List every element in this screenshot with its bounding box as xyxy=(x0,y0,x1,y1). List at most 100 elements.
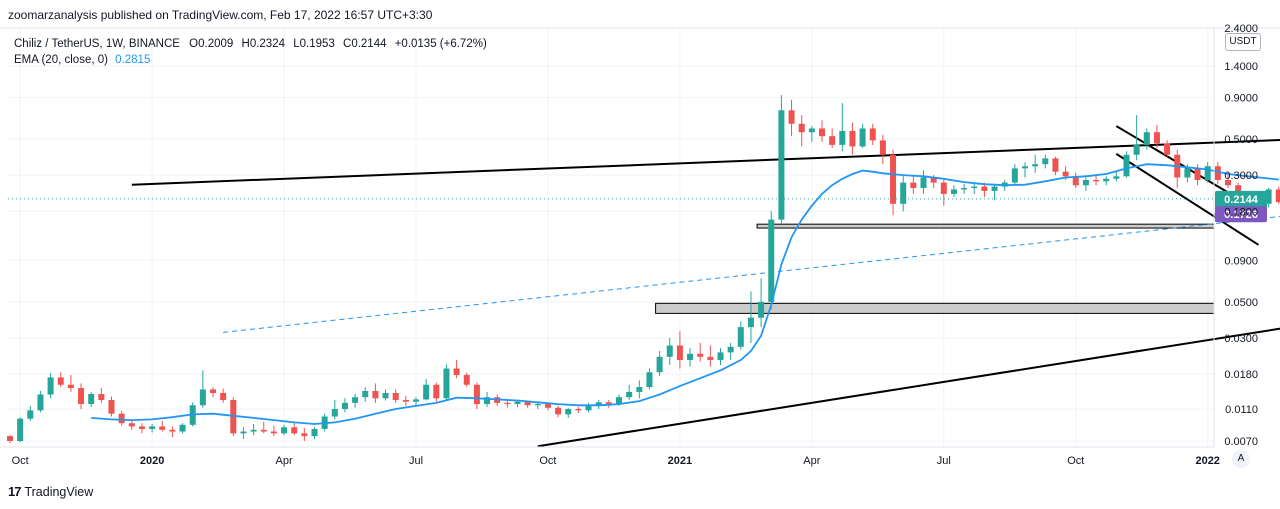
candle-body xyxy=(159,426,166,430)
candle-body xyxy=(555,407,562,415)
candle-down xyxy=(118,410,125,426)
candle-down xyxy=(78,383,85,410)
y-tick-label: 0.0110 xyxy=(1225,404,1258,416)
candle-body xyxy=(484,397,491,405)
candle-body xyxy=(829,136,836,145)
candle-up xyxy=(920,170,927,194)
candle-body xyxy=(940,182,947,194)
candle-down xyxy=(128,420,135,430)
candle-body xyxy=(676,345,683,360)
x-tick-label: Jul xyxy=(409,455,423,467)
auto-scale-button[interactable]: A xyxy=(1232,450,1250,468)
candle-body xyxy=(920,177,927,189)
y-tick-label: 0.3000 xyxy=(1224,170,1258,182)
candle-up xyxy=(808,126,815,142)
candle-body xyxy=(220,392,227,400)
tradingview-footer[interactable]: 17 TradingView xyxy=(8,484,93,499)
candle-down xyxy=(1275,186,1280,204)
candle-down xyxy=(453,359,460,379)
candle-body xyxy=(382,392,389,399)
candle-down xyxy=(392,389,399,403)
candle-body xyxy=(1133,144,1140,155)
candle-body xyxy=(463,374,470,385)
candle-body xyxy=(605,402,612,405)
ema-20-line xyxy=(91,163,1279,425)
candle-body xyxy=(1072,176,1079,186)
candle-down xyxy=(869,123,876,145)
y-tick-label: 0.0900 xyxy=(1224,255,1258,267)
candle-up xyxy=(778,95,785,225)
candle-up xyxy=(626,384,633,400)
candle-body xyxy=(616,397,622,405)
candle-body xyxy=(869,128,876,141)
candle-body xyxy=(788,110,795,124)
candle-up xyxy=(758,278,765,328)
candle-up xyxy=(362,387,369,402)
candle-body xyxy=(423,384,430,400)
candle-down xyxy=(210,387,216,398)
candle-down xyxy=(473,382,480,410)
candle-body xyxy=(17,418,24,441)
candle-down xyxy=(372,383,379,403)
candle-body xyxy=(1235,185,1242,194)
candle-body xyxy=(392,392,399,400)
candle-body xyxy=(149,426,156,429)
candle-down xyxy=(159,420,166,432)
candle-down xyxy=(463,372,470,388)
candle-down xyxy=(98,388,105,403)
axes: 2.4000 1.4000 0.9000 0.5000 0.3000 0.1800 0.09… xyxy=(0,23,1280,467)
candle-down xyxy=(1072,172,1079,189)
y-tick-label: 0.5000 xyxy=(1224,134,1258,146)
candle-down xyxy=(57,372,64,388)
candle-body xyxy=(747,317,754,328)
candle-up xyxy=(1123,151,1130,178)
candle-down xyxy=(1153,124,1160,149)
candle-body xyxy=(453,368,460,375)
candle-body xyxy=(636,387,643,392)
candle-body xyxy=(1225,180,1231,186)
candle-body xyxy=(971,186,978,189)
ema-line xyxy=(91,163,1279,425)
candle-body xyxy=(737,327,744,347)
candle-body xyxy=(798,123,805,133)
candle-up xyxy=(737,321,744,350)
candle-down xyxy=(676,331,683,369)
candle-body xyxy=(534,404,541,406)
candle-up xyxy=(565,407,572,418)
candle-body xyxy=(250,429,257,432)
candle-body xyxy=(1164,143,1171,155)
candle-up xyxy=(311,427,318,440)
y-tick-label: 0.0180 xyxy=(1224,369,1258,381)
candle-body xyxy=(910,182,917,189)
candle-up xyxy=(961,183,968,194)
candle-body xyxy=(575,409,582,411)
tradingview-brand: TradingView xyxy=(24,484,94,499)
candle-body xyxy=(118,413,125,424)
x-tick-label: 2020 xyxy=(140,455,164,467)
candle-body xyxy=(1103,178,1110,182)
candle-body xyxy=(697,353,704,357)
candle-body xyxy=(362,390,369,398)
candle-body xyxy=(128,423,135,427)
currency-unit-button[interactable]: USDT xyxy=(1225,33,1261,51)
legend-high: 0.2324 xyxy=(250,38,286,50)
candle-body xyxy=(352,397,359,403)
legend-close-label: C xyxy=(343,38,351,50)
candle-up xyxy=(687,348,694,367)
candle-body xyxy=(758,301,765,318)
publisher-info: zoomarzanalysis published on TradingView… xyxy=(8,8,433,22)
price-levels: 0.21443d 11h0.1726 xyxy=(8,190,1267,223)
candle-body xyxy=(78,388,85,405)
candle-body xyxy=(1093,180,1100,182)
candle-down xyxy=(291,422,298,436)
candle-body xyxy=(88,394,95,405)
candle-up xyxy=(443,364,450,400)
purple-level-value: 0.1726 xyxy=(1224,209,1258,221)
legend-close: 0.2144 xyxy=(351,38,387,50)
resistance-zone-0.14 xyxy=(756,223,1215,229)
legend-high-label: H xyxy=(242,38,250,50)
candle-up xyxy=(47,373,54,399)
candle-up xyxy=(585,402,592,413)
candle-body xyxy=(930,177,937,183)
